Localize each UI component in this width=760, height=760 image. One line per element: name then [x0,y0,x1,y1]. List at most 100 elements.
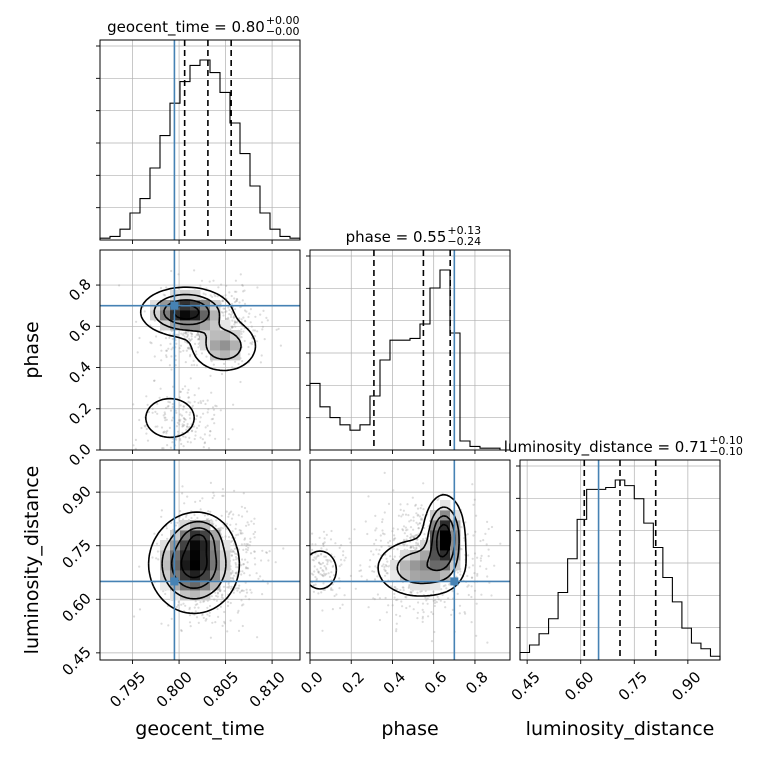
sample-point [231,326,234,329]
sample-point [392,539,395,542]
density-cell [180,590,191,601]
sample-point [179,437,182,440]
density-cell [210,330,221,341]
sample-point [207,408,210,411]
title-minus: −0.00 [266,25,300,38]
sample-point [411,496,414,499]
density-cell [430,560,441,571]
sample-point [233,290,237,293]
sample-point [409,536,412,539]
sample-point [479,539,482,543]
sample-point [475,514,478,517]
sample-point [170,269,173,273]
sample-point [326,559,329,562]
panel-frame [519,459,721,661]
sample-point [190,430,193,433]
sample-point [317,592,320,595]
sample-point [335,593,338,596]
sample-point [236,589,239,592]
sample-point [160,509,163,512]
sample-point [230,554,233,557]
sample-point [193,400,196,403]
sample-point [140,426,143,430]
sample-point [246,561,249,564]
sample-point [422,611,425,614]
sample-point [437,497,440,500]
sample-point [201,438,204,441]
sample-point [212,522,215,525]
sample-point [156,412,159,415]
sample-point [330,560,333,563]
title-geocent_time: geocent_time = 0.80 +0.00−0.00 [107,14,299,38]
x-axis-label-luminosity_distance: luminosity_distance [526,718,715,740]
sample-point [214,591,217,594]
sample-point [323,555,326,558]
sample-point [232,549,235,553]
sample-point [194,603,197,607]
sample-point [425,599,428,602]
sample-point [145,395,148,398]
sample-point [314,575,317,579]
sample-point [163,416,166,419]
sample-point [319,566,322,570]
sample-point [225,284,228,287]
sample-point [150,342,153,345]
sample-point [221,624,224,628]
sample-point [215,405,218,408]
sample-point [188,621,192,624]
sample-point [163,294,167,297]
sample-point [416,591,419,594]
sample-point [197,387,200,390]
sample-point [384,569,387,572]
sample-point [263,338,266,341]
sample-point [475,634,478,637]
sample-point [415,546,418,549]
sample-point [409,591,412,594]
sample-point [162,431,165,434]
sample-point [367,495,370,498]
sample-point [201,614,204,617]
sample-point [325,572,328,576]
sample-point [251,341,254,344]
sample-point [230,294,233,298]
sample-point [367,606,370,609]
sample-point [209,481,212,484]
sample-point [171,403,174,406]
density-cell [220,340,231,351]
sample-point [236,571,239,574]
density-cell [210,560,221,571]
sample-point [195,353,198,356]
sample-point [374,538,378,542]
sample-point [153,379,156,382]
sample-point [164,337,168,340]
sample-point [402,586,405,589]
sample-point [405,596,408,599]
sample-point [475,602,478,605]
sample-point [316,568,319,571]
sample-point [256,636,259,639]
sample-point [221,594,224,597]
sample-point [239,330,243,333]
sample-point [374,514,377,518]
sample-point [231,571,234,574]
title-phase: phase = 0.55 +0.13−0.24 [346,224,482,248]
sample-point [176,333,179,336]
density-cell [390,570,401,581]
sample-point [238,584,241,587]
sample-point [385,611,388,614]
sample-point [409,536,412,539]
sample-point [214,437,217,440]
sample-point [184,385,187,388]
sample-point [145,427,148,431]
density-cell [210,580,221,591]
sample-point [499,542,502,545]
sample-point [402,538,406,542]
sample-point [470,621,473,624]
sample-point [181,423,184,426]
x-tick-label-luminosity_distance: 0.90 [668,668,704,704]
sample-point [239,529,243,532]
sample-point [373,578,377,581]
density-cell [180,310,191,321]
title-plus: +0.13 [447,224,481,237]
